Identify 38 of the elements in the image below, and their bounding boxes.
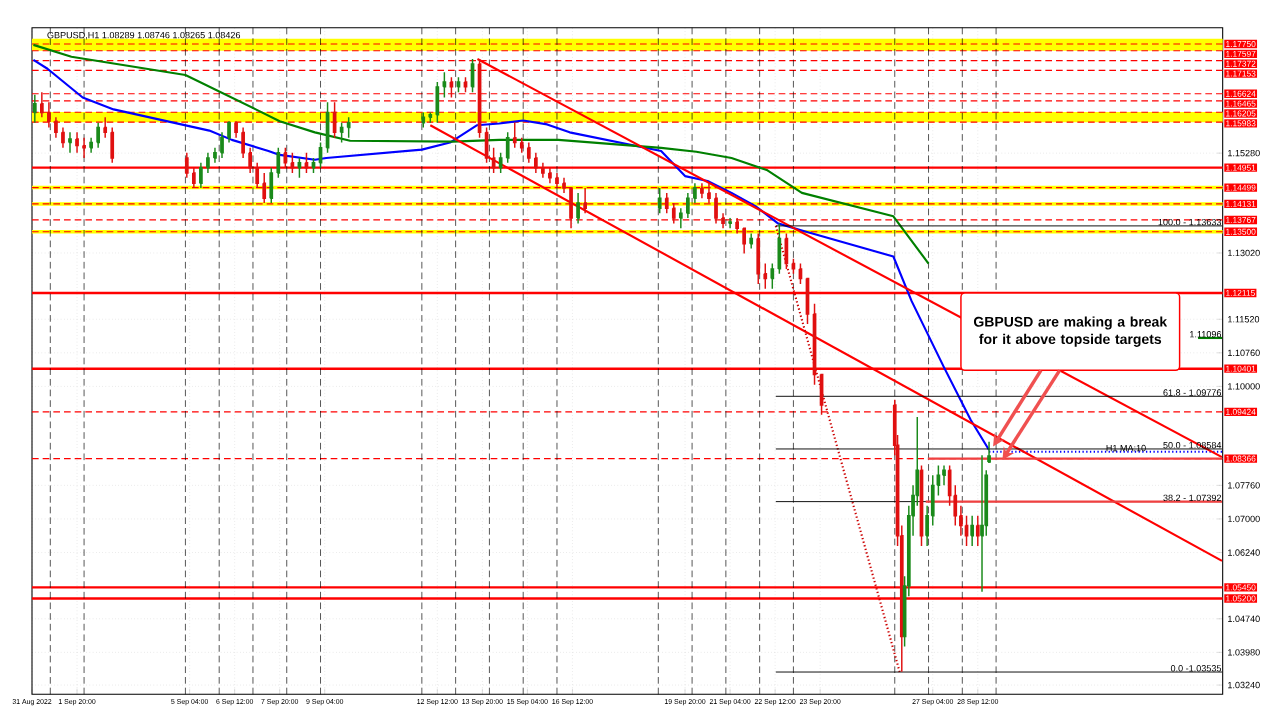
ref-line-label: 1.17153 bbox=[1226, 70, 1256, 77]
ref-line-label: 1.16624 bbox=[1226, 90, 1256, 97]
ref-line-label: 1.14499 bbox=[1226, 184, 1256, 191]
ref-line-label: 1.17750 bbox=[1226, 41, 1256, 47]
ref-line-label: 1.05450 bbox=[1226, 584, 1256, 591]
y-tick-label: 1.06240 bbox=[1228, 549, 1260, 556]
ref-line-label: 1.08366 bbox=[1226, 455, 1256, 462]
ref-line-label: 1.16465 bbox=[1226, 100, 1256, 107]
ref-line-label: 1.13767 bbox=[1226, 216, 1256, 223]
annotation: 1.11096 bbox=[1190, 331, 1222, 338]
ref-line-label: 1.10401 bbox=[1226, 365, 1256, 372]
ref-line-label: 1.15983 bbox=[1226, 120, 1256, 127]
ref-line-label: 1.16205 bbox=[1226, 110, 1256, 117]
y-tick-label: 1.15280 bbox=[1228, 149, 1260, 157]
annotation: 100.0 - 1.13633 bbox=[1158, 218, 1222, 226]
y-tick-label: 1.03980 bbox=[1228, 649, 1260, 656]
annotation: 61.8 - 1.09776 bbox=[1163, 389, 1222, 396]
ref-line-label: 1.17372 bbox=[1226, 60, 1256, 67]
annotation: 0.0 -1.03535 bbox=[1170, 665, 1222, 672]
y-tick-label: 1.04740 bbox=[1228, 615, 1260, 622]
annotation: H1 MA:10 bbox=[1106, 444, 1146, 452]
ref-line-label: 1.12115 bbox=[1226, 289, 1255, 296]
annotation: GBPUSD are making a break for it above topside targets bbox=[973, 316, 1168, 347]
y-tick-label: 1.07760 bbox=[1228, 482, 1260, 489]
y-tick-label: 1.11520 bbox=[1228, 316, 1260, 323]
y-tick-label: 1.13020 bbox=[1228, 249, 1260, 257]
y-tick-label: 1.03240 bbox=[1228, 681, 1260, 689]
ref-line-label: 1.14951 bbox=[1226, 164, 1256, 171]
ref-line-label: 1.14131 bbox=[1226, 200, 1256, 207]
ref-line-label: 1.09424 bbox=[1226, 408, 1256, 415]
y-tick-label: 1.10000 bbox=[1228, 383, 1260, 390]
ref-line-label: 1.13500 bbox=[1226, 228, 1256, 235]
ref-line-label: 1.05200 bbox=[1226, 595, 1256, 602]
y-tick-label: 1.07000 bbox=[1228, 515, 1260, 523]
chart-title: GBPUSD,H1 1.08289 1.08746 1.08265 1.08426 bbox=[47, 31, 241, 40]
ref-line-label: 1.17597 bbox=[1226, 50, 1256, 57]
y-tick-label: 1.10760 bbox=[1228, 349, 1260, 357]
annotation: 38.2 - 1.07392 bbox=[1163, 494, 1221, 502]
